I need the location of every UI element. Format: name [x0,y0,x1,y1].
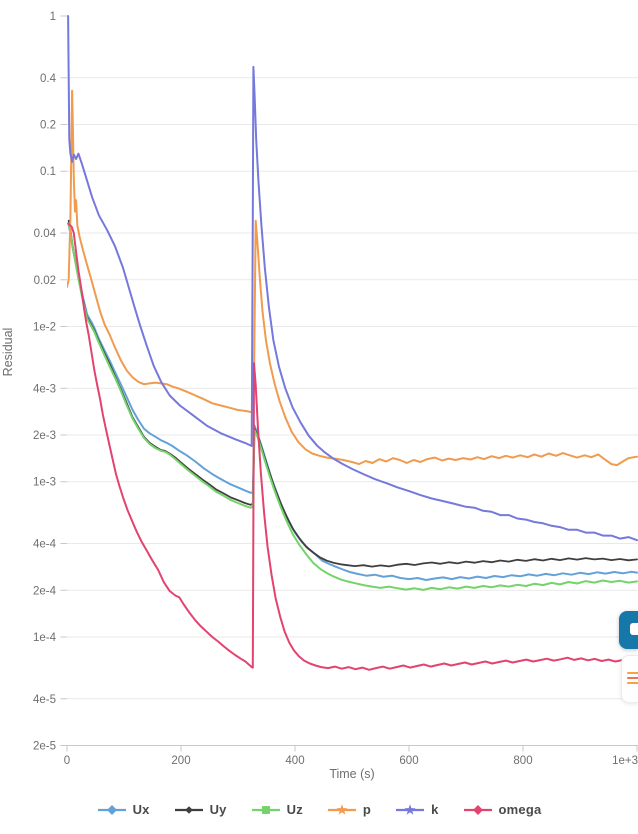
y-tick-label: 0.2 [40,120,56,132]
series-line-uz [67,222,638,591]
legend-marker-ux [97,804,126,815]
residuals-chart[interactable]: 1 0.4 0.2 0.1 0.04 0.02 1e-2 4e-3 2e-3 1e-3 4e-4 2e… [0,0,638,790]
sliders-icon [627,672,638,674]
legend-item-omega[interactable]: omega [463,802,542,817]
legend-marker-p [327,803,356,815]
y-tick-label: 4e-4 [33,539,57,551]
y-tick-label: 1e-2 [33,321,56,333]
series-line-uy [67,219,638,568]
y-tick-label: 2e-4 [33,585,57,597]
legend-marker-uy [174,805,203,814]
chat-icon [630,623,638,635]
y-tick-label: 0.04 [34,228,57,240]
legend-label: Uy [209,802,227,817]
legend-item-uz[interactable]: Uz [251,802,303,817]
y-tick-label: 0.1 [40,166,56,178]
y-tick-label: 1 [50,11,56,23]
legend-label: p [362,802,372,817]
y-tick-label: 0.02 [34,275,56,287]
series-line-omega [67,222,638,671]
y-tick-label: 1e-3 [33,477,56,489]
x-tick-label: 600 [399,755,418,767]
y-tick-label: 4e-5 [33,694,56,706]
y-tick-label: 0.4 [40,73,57,85]
legend-item-ux[interactable]: Ux [97,802,150,817]
legend-marker-k [396,803,425,815]
x-tick-label: 400 [285,755,304,767]
y-tick-label: 1e-4 [33,632,57,644]
chart-canvas[interactable]: 1 0.4 0.2 0.1 0.04 0.02 1e-2 4e-3 2e-3 1e-3 4e-4 2e… [0,0,638,790]
legend-label: omega [498,802,542,817]
x-tick-label: 800 [513,755,532,767]
chart-legend: Ux Uy Uz p k omega [0,802,638,817]
legend-marker-omega [463,804,492,815]
x-tick-label: 0 [64,755,70,767]
legend-item-p[interactable]: p [327,802,371,817]
legend-label: k [431,802,439,817]
legend-marker-uz [251,805,280,814]
x-tick-label: 1e+3 [612,755,638,767]
axes: 1 0.4 0.2 0.1 0.04 0.02 1e-2 4e-3 2e-3 1e-3 4e-4 2e… [33,11,638,767]
legend-item-k[interactable]: k [395,802,438,817]
y-axis-title: Residual [1,328,15,377]
legend-label: Ux [132,802,150,817]
x-tick-label: 200 [171,755,190,767]
y-tick-label: 2e-3 [33,430,56,442]
series-line-p [67,89,638,467]
legend-item-uy[interactable]: Uy [174,802,227,817]
filters-button[interactable] [621,655,638,703]
series-line-k [67,15,638,542]
chat-button[interactable] [619,611,638,649]
y-tick-label: 4e-3 [33,383,56,395]
x-axis-title: Time (s) [329,767,374,781]
y-tick-label: 2e-5 [33,741,56,753]
legend-label: Uz [286,802,303,817]
grid-lines [67,77,638,700]
